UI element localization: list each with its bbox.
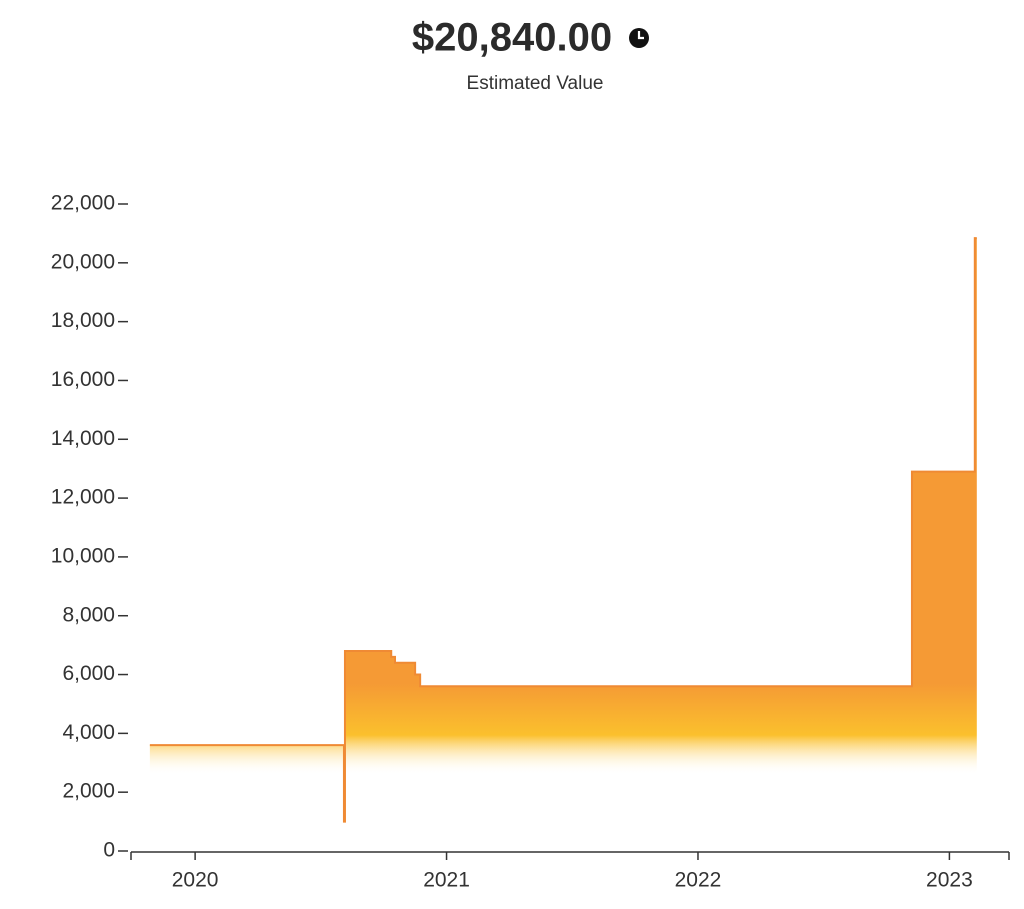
x-tick-label: 2020 — [172, 869, 219, 892]
y-tick-label: 20,000 — [51, 250, 115, 273]
chart-subtitle: Estimated Value — [467, 73, 604, 94]
y-tick-label: 2,000 — [62, 780, 115, 803]
y-tick-label: 8,000 — [62, 603, 115, 626]
area — [149, 238, 977, 851]
y-tick-label: 18,000 — [51, 309, 115, 332]
y-tick-label: 12,000 — [51, 486, 115, 509]
y-tick-label: 22,000 — [51, 192, 115, 215]
x-tick-label: 2023 — [926, 869, 973, 892]
y-tick-label: 6,000 — [62, 662, 115, 685]
y-tick-label: 16,000 — [51, 368, 115, 391]
chart-title: $20,840.00 — [412, 16, 612, 60]
x-tick-label: 2021 — [423, 869, 470, 892]
clock-icon — [629, 28, 649, 48]
y-tick-label: 4,000 — [62, 721, 115, 744]
y-tick-label: 14,000 — [51, 427, 115, 450]
line — [149, 237, 977, 823]
y-tick-label: 0 — [103, 839, 115, 862]
y-tick-label: 10,000 — [51, 544, 115, 567]
x-tick-label: 2022 — [675, 869, 722, 892]
